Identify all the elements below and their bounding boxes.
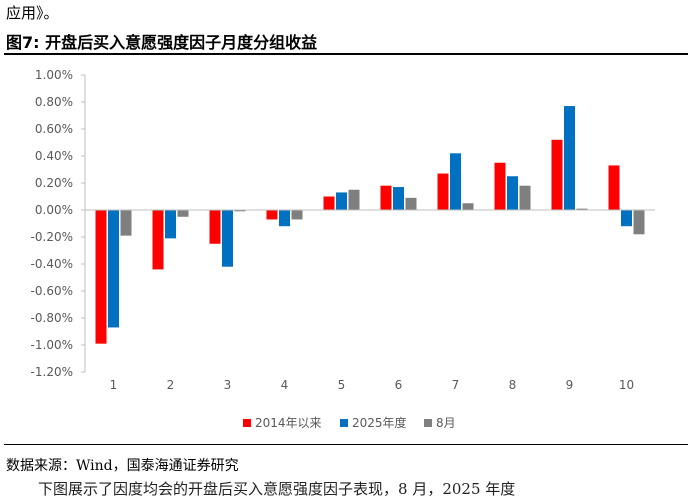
- y-tick-label: -0.80%: [31, 311, 73, 325]
- bar: [222, 210, 233, 267]
- bar: [291, 210, 303, 220]
- bar: [437, 173, 449, 210]
- legend-swatch: [340, 419, 348, 427]
- x-tick-label: 3: [224, 378, 232, 392]
- bar: [177, 210, 189, 217]
- y-tick-label: 0.60%: [35, 122, 73, 136]
- y-tick-label: 0.00%: [35, 203, 73, 217]
- x-tick-label: 1: [110, 378, 118, 392]
- y-tick-label: -1.20%: [31, 365, 73, 379]
- bar: [209, 210, 221, 244]
- bar: [608, 165, 620, 210]
- bar: [519, 185, 531, 210]
- bar: [564, 106, 575, 210]
- x-tick-label: 7: [452, 378, 460, 392]
- x-axis-ticks: 1 2 3 4 5 6 7 8 9 10: [110, 378, 634, 392]
- bar: [152, 210, 164, 270]
- bar: [120, 210, 132, 236]
- bar: [108, 210, 119, 328]
- bar: [393, 187, 404, 210]
- y-tick-label: -0.60%: [31, 284, 73, 298]
- title-rule: [4, 53, 688, 55]
- y-tick-label: 0.20%: [35, 176, 73, 190]
- y-tick-label: 0.40%: [35, 149, 73, 163]
- y-tick-label: 1.00%: [35, 68, 73, 82]
- bar: [507, 176, 518, 210]
- x-tick-label: 5: [338, 378, 346, 392]
- bar: [348, 189, 360, 210]
- bar: [621, 210, 632, 227]
- bar: [494, 162, 506, 210]
- bar: [279, 210, 290, 227]
- bar: [336, 192, 347, 210]
- bar: [405, 197, 417, 210]
- chart-area: 1.00% 0.80% 0.60% 0.40% 0.20% 0.00% -0.20% -0.4…: [4, 56, 688, 444]
- bar: [234, 210, 246, 212]
- bar: [380, 185, 392, 210]
- x-tick-label: 4: [281, 378, 289, 392]
- x-tick-label: 6: [395, 378, 403, 392]
- x-tick-label: 8: [509, 378, 517, 392]
- y-tick-label: -0.40%: [31, 257, 73, 271]
- legend-swatch: [243, 419, 251, 427]
- bar: [551, 139, 563, 210]
- bar: [450, 153, 461, 210]
- y-tick-label: 0.80%: [35, 95, 73, 109]
- legend-label: 8月: [436, 416, 456, 430]
- figure-title: 图7: 开盘后买入意愿强度因子月度分组收益: [6, 33, 318, 52]
- legend-label: 2014年以来: [255, 416, 322, 430]
- y-tick-label: -1.00%: [31, 338, 73, 352]
- bar: [95, 210, 107, 344]
- y-tick-label: -0.20%: [31, 230, 73, 244]
- bar: [165, 210, 176, 239]
- x-tick-label: 9: [566, 378, 574, 392]
- preceding-paragraph-tail: 应用》。: [6, 4, 59, 22]
- bar-chart: 1.00% 0.80% 0.60% 0.40% 0.20% 0.00% -0.20% -0.4…: [31, 68, 655, 430]
- bar: [462, 203, 474, 210]
- x-tick-label: 10: [619, 378, 634, 392]
- bar: [633, 210, 645, 235]
- y-axis-ticks: 1.00% 0.80% 0.60% 0.40% 0.20% 0.00% -0.20% -0.4…: [31, 68, 86, 379]
- legend-label: 2025年度: [352, 415, 407, 430]
- bar: [266, 210, 278, 220]
- bottom-rule: [4, 444, 688, 445]
- chart-legend: 2014年以来 2025年度 8月: [243, 415, 456, 430]
- source-note: 数据来源：Wind，国泰海通证券研究: [6, 458, 239, 474]
- bars-group: [85, 106, 655, 344]
- bar: [323, 196, 335, 210]
- legend-swatch: [424, 419, 432, 427]
- bar: [576, 208, 588, 210]
- x-tick-label: 2: [167, 378, 175, 392]
